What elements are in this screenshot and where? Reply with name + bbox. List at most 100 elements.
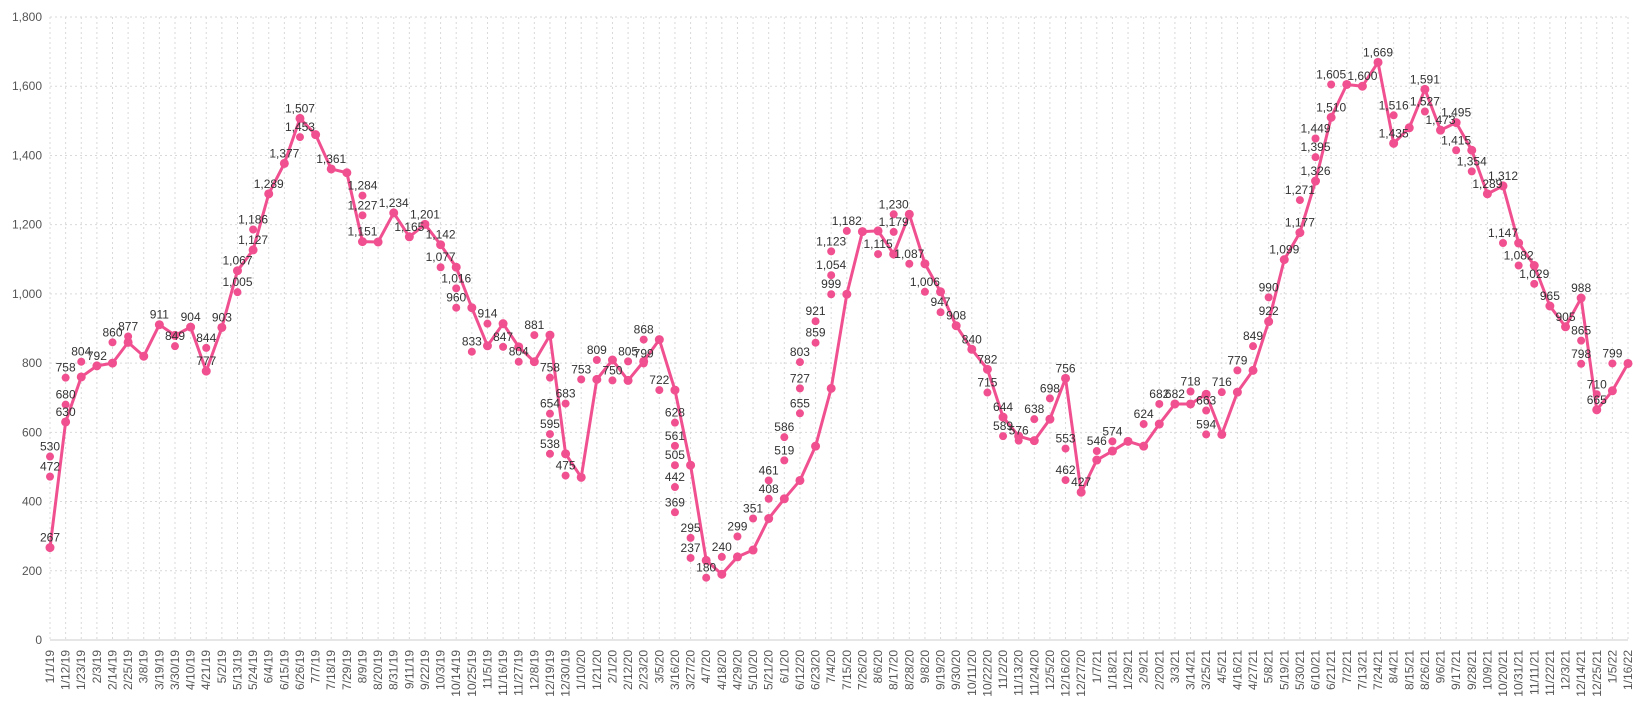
- data-label: 716: [1212, 375, 1232, 389]
- labeled-point: [1295, 228, 1304, 237]
- labeled-point: [545, 409, 554, 418]
- x-tick-label: 6/4/19: [262, 650, 276, 684]
- y-tick-label: 200: [22, 564, 42, 578]
- labeled-point: [1170, 399, 1179, 408]
- data-label: 782: [977, 352, 997, 366]
- x-tick-label: 10/22/20: [980, 650, 994, 697]
- data-label: 922: [1259, 304, 1279, 318]
- labeled-point: [686, 553, 695, 562]
- labeled-point: [1499, 239, 1508, 248]
- labeled-point: [46, 452, 54, 461]
- labeled-point: [1483, 189, 1492, 198]
- x-tick-label: 5/10/20: [746, 650, 760, 690]
- labeled-point: [999, 432, 1008, 441]
- labeled-point: [1061, 444, 1070, 453]
- data-label: 180: [696, 561, 716, 575]
- x-tick-label: 8/15/21: [1402, 650, 1416, 690]
- labeled-point: [46, 543, 54, 552]
- data-label: 655: [790, 396, 810, 410]
- data-label: 574: [1102, 424, 1122, 438]
- x-tick-label: 12/25/21: [1590, 650, 1604, 697]
- data-label: 351: [743, 502, 763, 516]
- labeled-point: [1202, 406, 1211, 415]
- labeled-point: [889, 210, 898, 219]
- data-label: 1,147: [1488, 226, 1518, 240]
- x-tick-label: 9/8/20: [918, 650, 932, 684]
- data-label: 1,516: [1379, 98, 1409, 112]
- x-tick-label: 5/21/20: [762, 650, 776, 690]
- data-label: 654: [540, 397, 560, 411]
- x-tick-label: 4/29/20: [730, 650, 744, 690]
- labeled-point: [889, 227, 898, 236]
- data-label: 1,087: [894, 247, 924, 261]
- y-tick-label: 1,400: [12, 148, 42, 162]
- x-tick-label: 7/29/19: [340, 650, 354, 690]
- y-tick-label: 0: [35, 633, 42, 647]
- data-label: 586: [774, 420, 794, 434]
- x-tick-label: 9/30/20: [949, 650, 963, 690]
- labeled-point: [905, 259, 914, 268]
- labeled-point: [249, 245, 258, 254]
- labeled-point: [46, 472, 54, 481]
- data-label: 999: [821, 277, 841, 291]
- labeled-point: [1295, 196, 1304, 205]
- labeled-point: [670, 418, 679, 427]
- data-label: 715: [977, 376, 997, 390]
- data-label: 472: [40, 460, 60, 474]
- data-label: 1,289: [254, 177, 284, 191]
- labeled-point: [670, 461, 679, 470]
- labeled-point: [764, 494, 773, 503]
- data-label: 1,361: [316, 152, 346, 166]
- x-tick-label: 6/1/20: [777, 650, 791, 684]
- data-label: 710: [1587, 377, 1607, 391]
- y-tick-label: 800: [22, 356, 42, 370]
- labeled-point: [1061, 374, 1070, 383]
- x-tick-label: 1/7/21: [1090, 650, 1104, 684]
- data-point: [842, 289, 852, 299]
- x-tick-label: 2/12/20: [621, 650, 635, 690]
- data-label: 589: [993, 419, 1013, 433]
- data-label: 299: [727, 520, 747, 534]
- labeled-point: [795, 409, 804, 418]
- labeled-point: [233, 266, 242, 275]
- labeled-point: [217, 323, 226, 332]
- labeled-point: [1577, 359, 1586, 368]
- data-label: 1,289: [1472, 177, 1502, 191]
- x-tick-label: 2/20/21: [1152, 650, 1166, 690]
- x-tick-label: 12/27/20: [1074, 650, 1088, 697]
- data-label: 295: [681, 521, 701, 535]
- data-label: 594: [1196, 417, 1216, 431]
- data-point: [1529, 261, 1539, 271]
- data-label: 1,527: [1410, 94, 1440, 108]
- labeled-point: [1311, 153, 1320, 162]
- x-tick-label: 4/10/19: [184, 650, 198, 690]
- x-tick-label: 1/5/22: [1605, 650, 1619, 684]
- x-tick-label: 4/16/21: [1230, 650, 1244, 690]
- data-label: 779: [1227, 353, 1247, 367]
- data-point: [139, 351, 149, 361]
- labeled-point: [842, 226, 851, 235]
- labeled-point: [827, 271, 836, 280]
- data-point: [1154, 419, 1164, 429]
- data-label: 1,326: [1301, 164, 1331, 178]
- data-point: [717, 569, 727, 579]
- labeled-point: [1030, 415, 1039, 424]
- x-tick-label: 9/6/21: [1434, 650, 1448, 684]
- data-label: 698: [1040, 381, 1060, 395]
- x-tick-label: 2/3/19: [90, 650, 104, 684]
- x-tick-label: 7/24/21: [1371, 650, 1385, 690]
- data-label: 630: [56, 405, 76, 419]
- labeled-point: [202, 343, 211, 352]
- data-point: [561, 449, 571, 459]
- x-tick-label: 11/27/19: [512, 650, 526, 696]
- x-tick-label: 8/20/19: [371, 650, 385, 690]
- labeled-point: [670, 441, 679, 450]
- x-tick-label: 1/10/20: [574, 650, 588, 690]
- data-label: 1,186: [238, 213, 268, 227]
- x-axis: 1/1/19 1/12/19 1/23/19 2/3/19 2/14/19 2/25/19…: [43, 639, 1635, 697]
- data-label: 546: [1087, 434, 1107, 448]
- x-tick-label: 4/21/19: [199, 650, 213, 690]
- labeled-point: [686, 533, 695, 542]
- data-label: 680: [56, 388, 76, 402]
- x-tick-label: 11/16/19: [496, 650, 510, 696]
